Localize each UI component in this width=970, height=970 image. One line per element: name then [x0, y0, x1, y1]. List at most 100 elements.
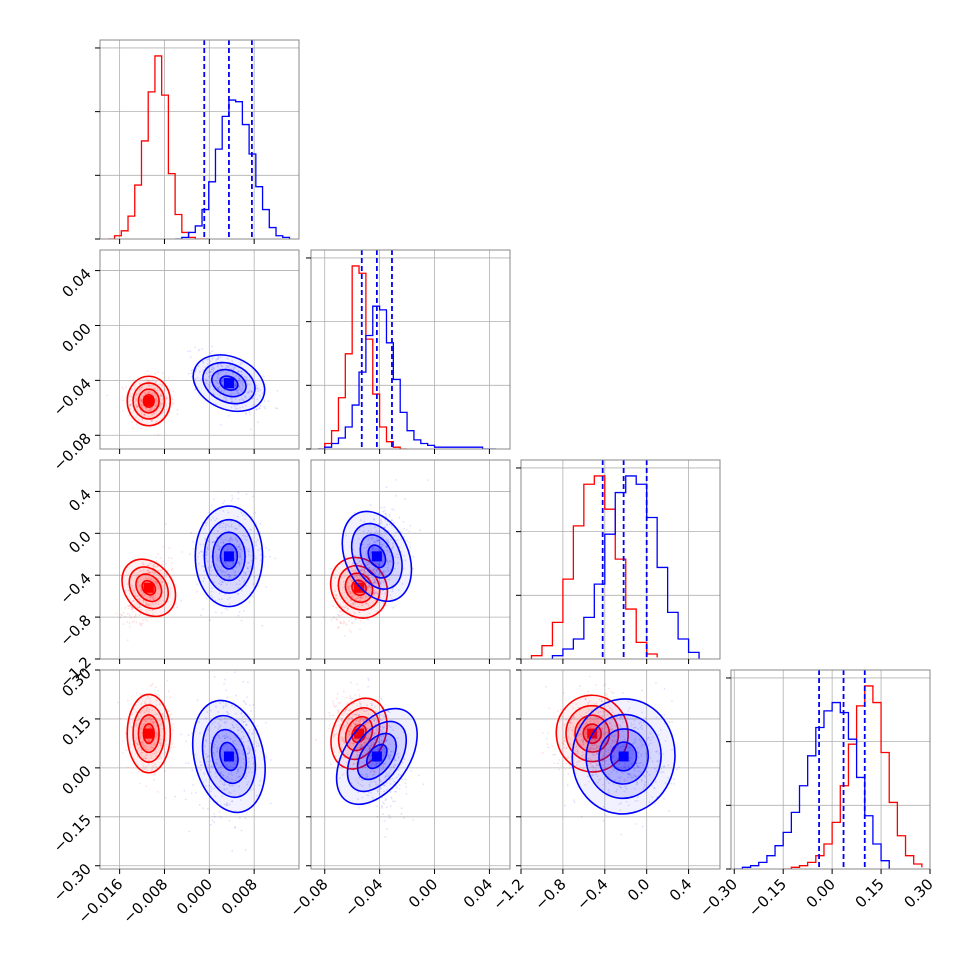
scatter-point — [343, 621, 346, 624]
scatter-point — [373, 578, 376, 581]
scatter-point — [240, 381, 242, 384]
scatter-point — [219, 583, 222, 586]
scatter-point — [236, 527, 238, 530]
scatter-point — [225, 372, 228, 374]
scatter-point — [257, 742, 259, 745]
scatter-point — [228, 784, 230, 786]
scatter-point — [218, 547, 221, 550]
scatter-point — [395, 494, 398, 497]
scatter-point — [165, 405, 168, 407]
scatter-point — [263, 400, 266, 402]
scatter-point — [422, 783, 425, 786]
scatter-point — [355, 762, 358, 764]
scatter-point — [219, 765, 222, 767]
scatter-point — [377, 748, 380, 751]
scatter-point — [394, 764, 397, 766]
scatter-point — [145, 757, 147, 760]
scatter-point — [400, 537, 403, 540]
scatter-point — [128, 625, 131, 628]
scatter-point — [133, 600, 135, 602]
scatter-point — [146, 718, 149, 720]
scatter-point — [367, 761, 370, 764]
scatter-point — [157, 587, 160, 590]
scatter-point — [382, 571, 385, 574]
scatter-point — [244, 395, 247, 398]
scatter-point — [388, 772, 391, 775]
scatter-point — [267, 400, 270, 403]
scatter-point — [211, 357, 214, 360]
scatter-point — [238, 775, 241, 778]
scatter-point — [255, 745, 258, 747]
density-peak — [223, 378, 234, 389]
scatter-point — [383, 747, 386, 750]
scatter-point — [385, 578, 388, 581]
scatter-point — [394, 790, 396, 793]
scatter-point — [219, 363, 222, 366]
scatter-point — [225, 804, 228, 807]
scatter-point — [353, 570, 355, 573]
scatter-point — [660, 728, 662, 731]
scatter-point — [353, 762, 356, 765]
scatter-point — [194, 370, 197, 373]
scatter-point — [392, 765, 395, 768]
scatter-point — [200, 764, 203, 767]
scatter-point — [228, 778, 230, 780]
scatter-point — [339, 621, 342, 624]
scatter-point — [235, 389, 238, 392]
scatter-point — [185, 762, 188, 764]
scatter-point — [240, 548, 243, 551]
scatter-point — [343, 740, 346, 743]
scatter-point — [387, 748, 390, 750]
scatter-point — [354, 603, 357, 606]
scatter-point — [208, 784, 211, 787]
scatter-point — [338, 726, 341, 728]
scatter-point — [254, 393, 257, 396]
scatter-point — [143, 711, 145, 714]
scatter-point — [142, 740, 144, 743]
scatter-point — [349, 741, 351, 744]
scatter-point — [604, 747, 607, 750]
scatter-point — [139, 711, 142, 713]
scatter-point — [239, 388, 241, 391]
scatter-point — [356, 754, 359, 757]
scatter-point — [229, 764, 232, 767]
scatter-point — [382, 605, 385, 607]
scatter-point — [381, 610, 384, 612]
scatter-point — [370, 743, 373, 745]
scatter-point — [412, 567, 414, 570]
scatter-point — [350, 782, 353, 785]
scatter-point — [383, 535, 386, 537]
scatter-point — [377, 714, 380, 716]
scatter-point — [217, 357, 220, 360]
scatter-point — [343, 739, 346, 742]
scatter-point — [336, 597, 338, 600]
scatter-point — [140, 728, 143, 731]
scatter-point — [373, 773, 376, 776]
scatter-point — [358, 528, 361, 531]
scatter-point — [148, 710, 150, 713]
scatter-point — [358, 695, 361, 698]
scatter-point — [156, 601, 159, 604]
scatter-point — [382, 715, 385, 717]
scatter-point — [363, 762, 366, 765]
scatter-point — [161, 713, 164, 716]
scatter-point — [131, 421, 133, 424]
scatter-point — [360, 708, 363, 711]
scatter-point — [261, 624, 264, 627]
scatter-point — [379, 729, 382, 732]
scatter-point — [205, 553, 208, 556]
scatter-point — [600, 700, 603, 703]
scatter-point — [344, 635, 346, 637]
scatter-point — [218, 718, 221, 721]
scatter-point — [169, 696, 172, 699]
scatter-point — [358, 776, 361, 779]
scatter-point — [140, 410, 142, 413]
scatter-point — [635, 783, 638, 786]
scatter-point — [215, 359, 218, 361]
scatter-point — [255, 768, 258, 771]
scatter-point — [208, 370, 211, 373]
scatter-point — [354, 618, 357, 621]
scatter-point — [352, 562, 354, 564]
scatter-point — [269, 555, 272, 558]
scatter-point — [199, 769, 202, 771]
